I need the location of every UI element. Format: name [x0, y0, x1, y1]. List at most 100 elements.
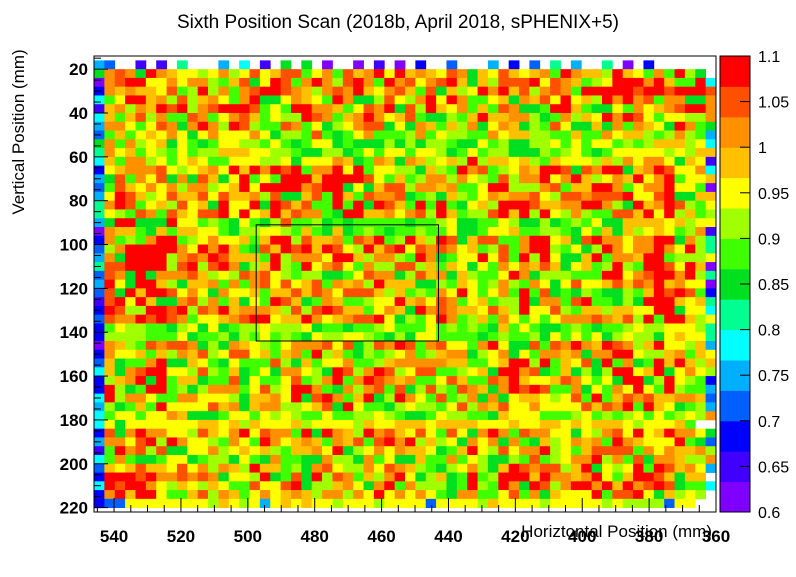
- heatmap-cell: [540, 166, 551, 175]
- heatmap-cell: [312, 385, 323, 394]
- heatmap-cell: [94, 332, 105, 341]
- heatmap-cell: [623, 315, 634, 324]
- heatmap-cell: [498, 411, 509, 420]
- heatmap-cell: [426, 253, 437, 262]
- heatmap-cell: [436, 481, 447, 490]
- heatmap-cell: [374, 245, 385, 254]
- heatmap-cell: [104, 402, 115, 411]
- heatmap-cell: [695, 455, 706, 464]
- heatmap-cell: [519, 446, 530, 455]
- heatmap-cell: [550, 166, 561, 175]
- heatmap-cell: [198, 288, 209, 297]
- heatmap-cell: [571, 280, 582, 289]
- heatmap-cell: [156, 402, 167, 411]
- heatmap-cell: [301, 411, 312, 420]
- heatmap-cell: [198, 218, 209, 227]
- heatmap-cell: [146, 437, 157, 446]
- heatmap-cell: [229, 148, 240, 157]
- heatmap-cell: [156, 78, 167, 87]
- heatmap-cell: [664, 209, 675, 218]
- heatmap-cell: [675, 104, 686, 113]
- heatmap-cell: [561, 95, 572, 104]
- heatmap-cell: [633, 446, 644, 455]
- heatmap-cell: [498, 87, 509, 96]
- heatmap-cell: [301, 446, 312, 455]
- heatmap-cell: [550, 236, 561, 245]
- heatmap-cell: [706, 218, 717, 227]
- heatmap-cell: [436, 280, 447, 289]
- heatmap-cell: [187, 104, 198, 113]
- heatmap-cell: [643, 455, 654, 464]
- heatmap-cell: [177, 420, 188, 429]
- heatmap-cell: [208, 122, 219, 131]
- heatmap-cell: [322, 446, 333, 455]
- heatmap-cell: [229, 437, 240, 446]
- heatmap-cell: [695, 385, 706, 394]
- heatmap-cell: [229, 402, 240, 411]
- heatmap-cell: [540, 236, 551, 245]
- heatmap-cell: [343, 446, 354, 455]
- heatmap-cell: [633, 350, 644, 359]
- heatmap-cell: [643, 245, 654, 254]
- heatmap-cell: [623, 288, 634, 297]
- heatmap-cell: [467, 367, 478, 376]
- heatmap-cell: [643, 87, 654, 96]
- heatmap-cell: [529, 385, 540, 394]
- heatmap-cell: [695, 253, 706, 262]
- heatmap-cell: [436, 95, 447, 104]
- heatmap-cell: [571, 87, 582, 96]
- heatmap-cell: [519, 280, 530, 289]
- heatmap-cell: [478, 148, 489, 157]
- heatmap-cell: [633, 473, 644, 482]
- heatmap-cell: [146, 236, 157, 245]
- heatmap-cell: [519, 166, 530, 175]
- heatmap-cell: [623, 218, 634, 227]
- heatmap-cell: [208, 473, 219, 482]
- heatmap-cell: [478, 227, 489, 236]
- heatmap-cell: [270, 131, 281, 140]
- heatmap-cell: [426, 113, 437, 122]
- heatmap-cell: [250, 341, 261, 350]
- heatmap-cell: [301, 437, 312, 446]
- heatmap-cell: [94, 402, 105, 411]
- heatmap-cell: [529, 78, 540, 87]
- heatmap-cell: [125, 166, 136, 175]
- heatmap-cell: [104, 288, 115, 297]
- heatmap-cell: [415, 367, 426, 376]
- heatmap-cell: [436, 359, 447, 368]
- heatmap-cell: [592, 139, 603, 148]
- heatmap-cell: [125, 341, 136, 350]
- heatmap-cell: [612, 271, 623, 280]
- heatmap-cell: [706, 139, 717, 148]
- heatmap-cell: [208, 95, 219, 104]
- heatmap-cell: [426, 420, 437, 429]
- heatmap-cell: [146, 473, 157, 482]
- heatmap-cell: [146, 262, 157, 271]
- heatmap-cell: [581, 499, 592, 508]
- heatmap-cell: [675, 139, 686, 148]
- heatmap-cell: [135, 157, 146, 166]
- heatmap-cell: [623, 455, 634, 464]
- heatmap-cell: [581, 69, 592, 78]
- heatmap-cell: [509, 490, 520, 499]
- heatmap-cell: [353, 104, 364, 113]
- heatmap-cell: [478, 157, 489, 166]
- heatmap-cell: [581, 104, 592, 113]
- heatmap-cell: [198, 95, 209, 104]
- heatmap-cell: [478, 420, 489, 429]
- heatmap-cell: [343, 245, 354, 254]
- heatmap-cell: [529, 271, 540, 280]
- heatmap-cell: [156, 280, 167, 289]
- heatmap-cell: [643, 131, 654, 140]
- heatmap-cell: [685, 236, 696, 245]
- heatmap-cell: [488, 227, 499, 236]
- heatmap-cell: [281, 183, 292, 192]
- heatmap-cell: [322, 306, 333, 315]
- heatmap-cell: [550, 376, 561, 385]
- heatmap-cell: [643, 262, 654, 271]
- heatmap-cell: [384, 262, 395, 271]
- heatmap-cell: [167, 473, 178, 482]
- heatmap-cell: [529, 350, 540, 359]
- heatmap-cell: [312, 411, 323, 420]
- heatmap-cell: [146, 350, 157, 359]
